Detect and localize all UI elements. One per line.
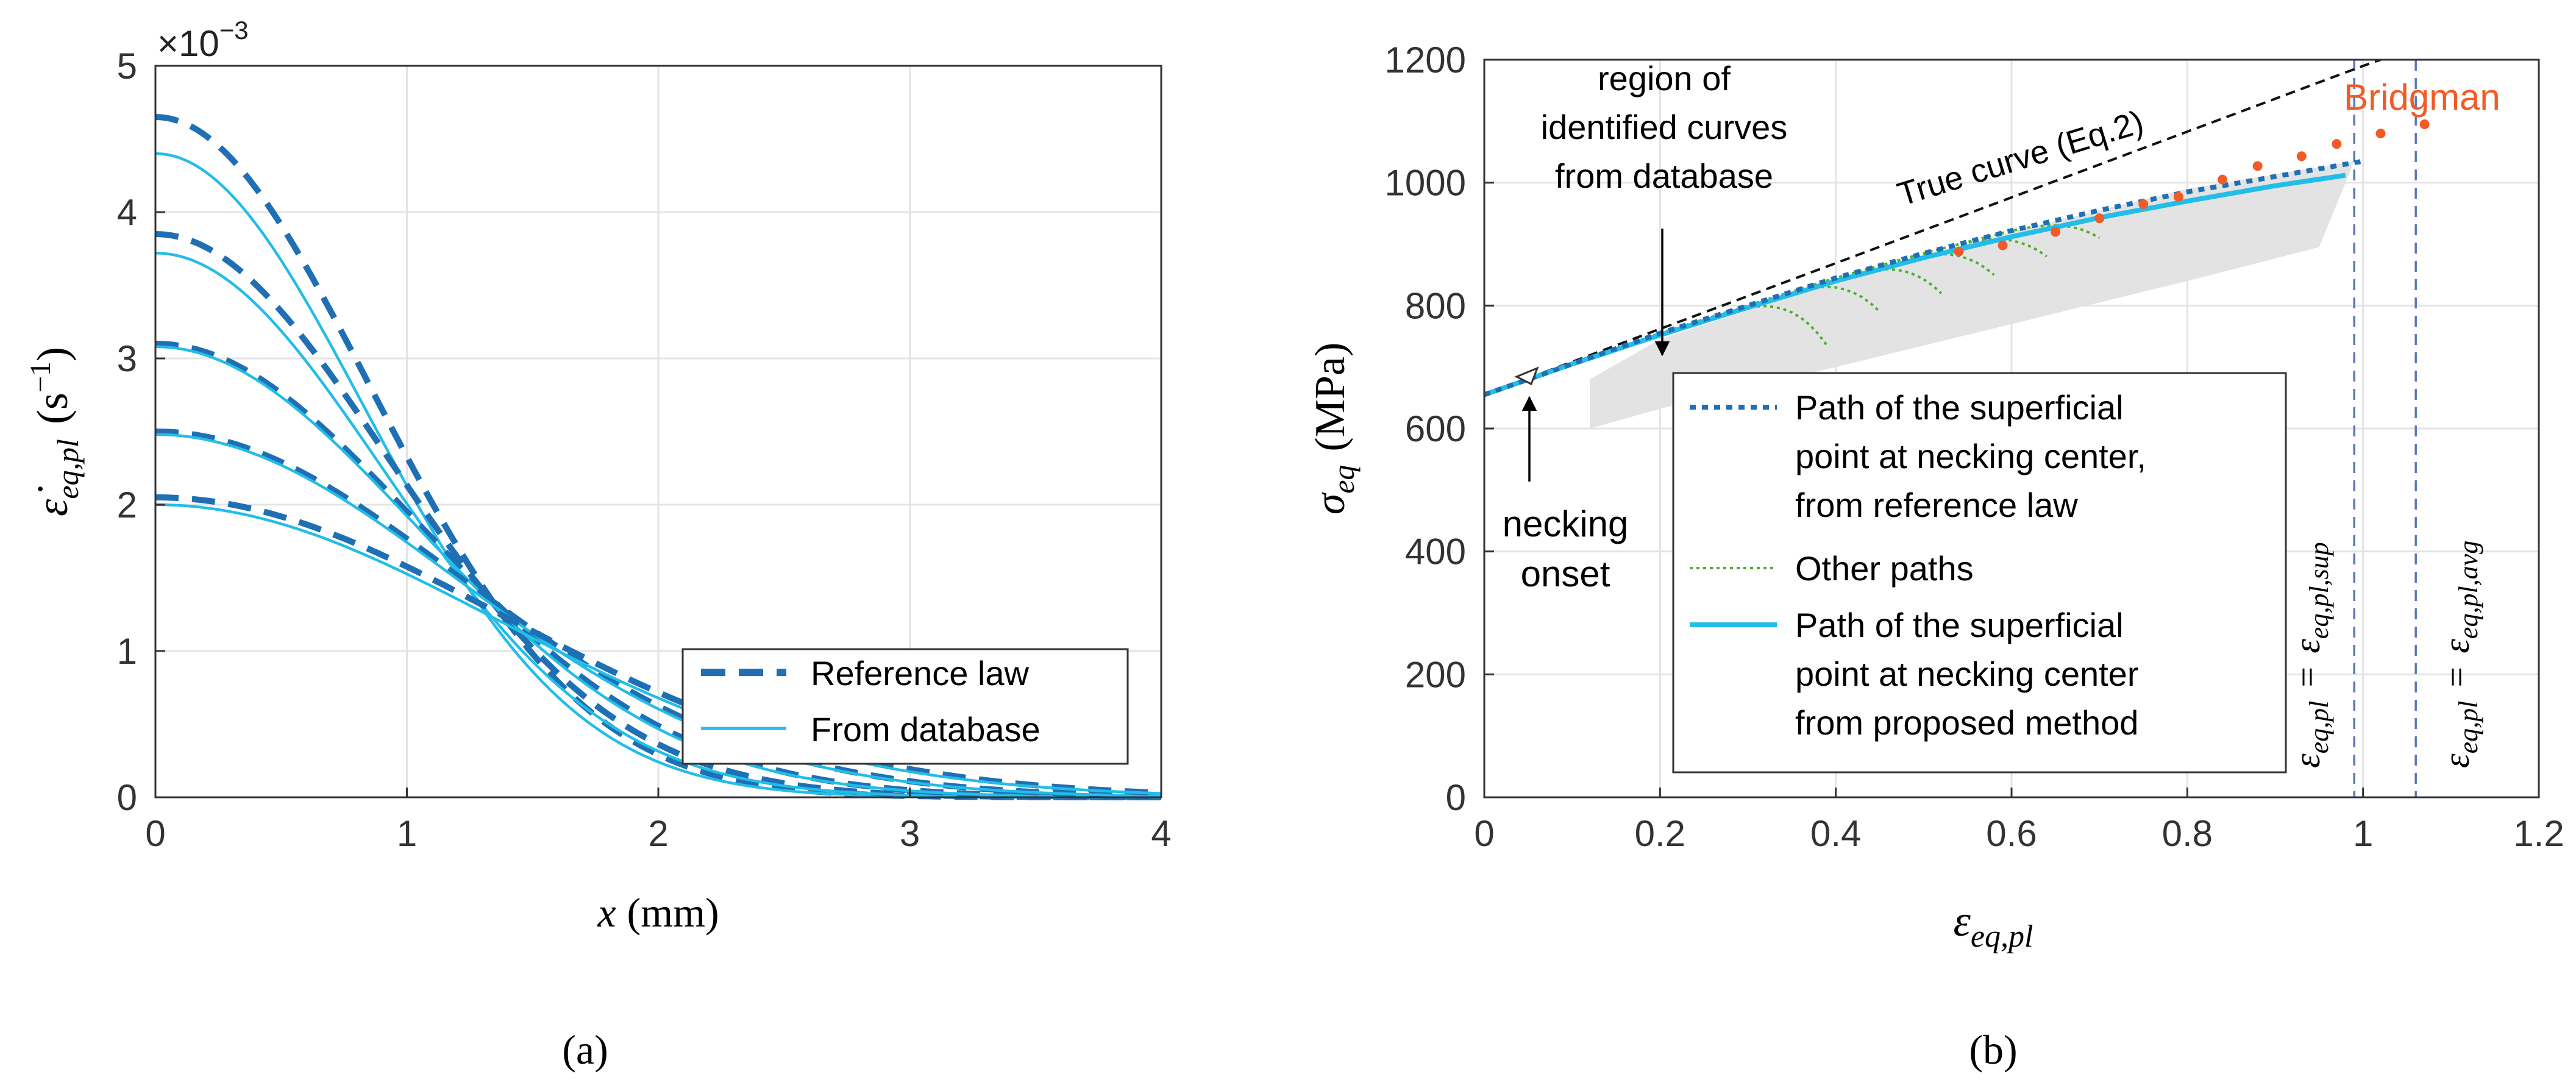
a-panel-label: (a)	[562, 1026, 608, 1073]
a-xtick-label: 3	[900, 813, 920, 854]
b-bridgman-label: Bridgman	[2344, 77, 2500, 118]
a-legend-box	[681, 648, 1129, 765]
b-other-path-line	[1501, 305, 1828, 390]
a-legend: Reference law From database	[681, 648, 1129, 765]
b-necking-marker	[1514, 366, 1539, 386]
b-region-annotation-line2: identified curves	[1541, 108, 1788, 146]
b-region-annotation: region of identified curves from databas…	[1541, 59, 1788, 357]
a-ytick-label: 2	[117, 485, 137, 525]
b-xtick-label: 0.4	[1810, 813, 1861, 854]
b-vertical-lines	[2353, 60, 2417, 797]
b-xtick-label: 0.2	[1635, 813, 1685, 854]
a-xlabel: x (mm)	[597, 889, 719, 936]
panel-b: 0 0.2 0.4 0.6 0.8 1 1.2 0 200 400 600 800 1000 1200 T…	[1307, 40, 2564, 1073]
a-series-reference-line	[155, 494, 1162, 796]
a-exponent-label: ×10−3	[157, 16, 249, 64]
b-region-polygon	[1590, 161, 2355, 429]
b-bridgman-point	[2218, 174, 2227, 185]
b-ytick-label: 600	[1405, 408, 1466, 449]
b-xtick-label: 1	[2353, 813, 2373, 854]
b-bridgman-point	[2173, 191, 2183, 202]
a-series-database-line	[155, 433, 1162, 798]
b-legend-proposed-line2: point at necking center	[1795, 655, 2138, 693]
b-bridgman-point	[1954, 246, 1964, 257]
b-bridgman-point	[2375, 129, 2386, 138]
b-legend: Path of the superficial point at necking…	[1672, 372, 2287, 774]
a-series-database-line	[155, 345, 1161, 799]
b-bridgman-points	[1954, 119, 2430, 257]
b-xtick-label: 1.2	[2513, 813, 2564, 854]
b-ytick-label: 0	[1446, 777, 1466, 818]
b-legend-other-label: Other paths	[1795, 549, 1974, 588]
b-bridgman-point	[2252, 161, 2263, 171]
a-ytick-label: 4	[117, 192, 137, 233]
b-xtick-label: 0	[1474, 813, 1494, 854]
b-bridgman-point	[2138, 199, 2149, 209]
panel-a: 0 1 2 3 4 0 1 2 3 4 5 ×10−3 ε̇eq,pl(s−1) x (mm) Ref…	[24, 16, 1172, 1073]
b-legend-box	[1672, 372, 2287, 774]
b-vline-label-sup: εeq,pl=εeq,pl,sup	[2287, 542, 2334, 768]
a-legend-label-reference: Reference law	[811, 654, 1030, 692]
b-true-curve	[1484, 59, 2382, 396]
b-necking-label-line2: onset	[1521, 553, 1610, 594]
a-xtick-label: 2	[648, 813, 668, 854]
b-xtick-label: 0.6	[1986, 813, 2037, 854]
a-ytick-label: 3	[117, 338, 137, 379]
b-xtick-label: 0.8	[2162, 813, 2213, 854]
b-necking-label-line1: necking	[1503, 503, 1629, 544]
a-legend-label-database: From database	[811, 710, 1041, 749]
b-necking-annotation: necking onset	[1503, 396, 1629, 594]
b-ytick-label: 800	[1405, 285, 1466, 326]
b-panel-label: (b)	[1969, 1026, 2017, 1073]
b-bridgman-point	[1998, 240, 2008, 251]
a-ticks: 0 1 2 3 4 0 1 2 3 4 5	[117, 46, 1172, 854]
b-bridgman-point	[2051, 227, 2061, 237]
b-legend-proposed-line1: Path of the superficial	[1795, 606, 2124, 644]
b-ytick-label: 400	[1405, 532, 1466, 572]
a-ylabel: ε̇eq,pl(s−1)	[24, 347, 85, 516]
b-ytick-label: 1000	[1385, 163, 1466, 204]
b-legend-reference-line2: point at necking center,	[1795, 437, 2146, 475]
b-true-curve-line	[1484, 59, 2382, 396]
b-ylabel: σeq(MPa)	[1307, 343, 1361, 515]
b-ticks: 0 0.2 0.4 0.6 0.8 1 1.2 0 200 400 600 800 1000 1200	[1385, 40, 2564, 854]
b-vline-label-avg: εeq,pl=εeq,pl,avg	[2436, 541, 2483, 768]
b-legend-reference-line1: Path of the superficial	[1795, 388, 2124, 427]
b-legend-proposed-line3: from proposed method	[1795, 703, 2138, 742]
b-region-annotation-line3: from database	[1555, 157, 1773, 195]
a-xtick-label: 1	[397, 813, 417, 854]
b-bridgman-point	[2419, 119, 2430, 129]
b-region-annotation-line1: region of	[1598, 59, 1731, 98]
a-xtick-label: 4	[1151, 813, 1171, 854]
b-proposed-path-line	[1483, 173, 2346, 397]
b-xlabel: εeq,pl	[1954, 897, 2033, 954]
a-ytick-label: 5	[117, 46, 137, 87]
b-proposed-path	[1483, 173, 2346, 397]
b-true-curve-label: True curve (Eq.2)	[1893, 104, 2147, 213]
a-ytick-label: 1	[117, 631, 137, 672]
b-bridgman-point	[2094, 213, 2105, 224]
a-ytick-label: 0	[117, 777, 137, 818]
b-ytick-label: 200	[1405, 654, 1466, 695]
b-legend-reference-line3: from reference law	[1795, 486, 2078, 524]
b-ytick-label: 1200	[1385, 40, 1466, 80]
a-series-database-line	[155, 503, 1162, 795]
b-bridgman-point	[2332, 139, 2342, 149]
b-bridgman-point	[2296, 151, 2307, 162]
a-xtick-label: 0	[145, 813, 165, 854]
b-database-region	[1590, 161, 2355, 429]
